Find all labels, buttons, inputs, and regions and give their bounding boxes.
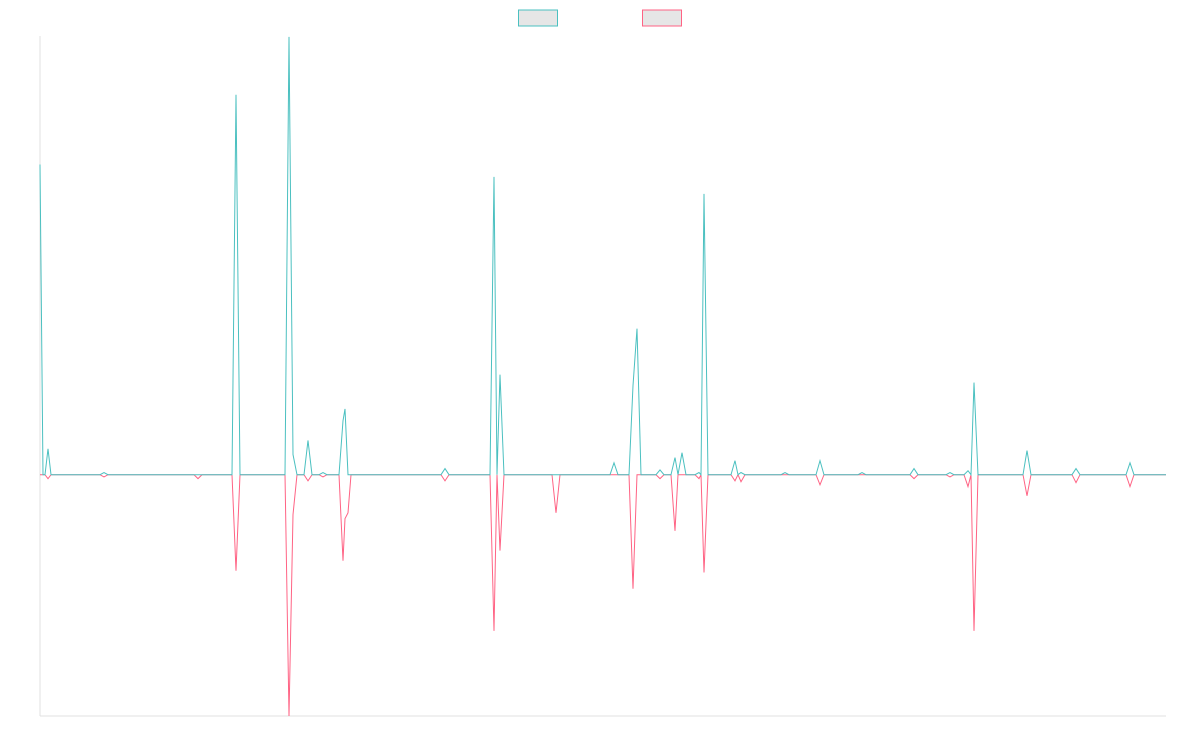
data-line — [40, 473, 1166, 717]
data-line — [39, 36, 1166, 477]
legend-swatch — [518, 9, 558, 27]
legend-swatch — [642, 9, 682, 27]
